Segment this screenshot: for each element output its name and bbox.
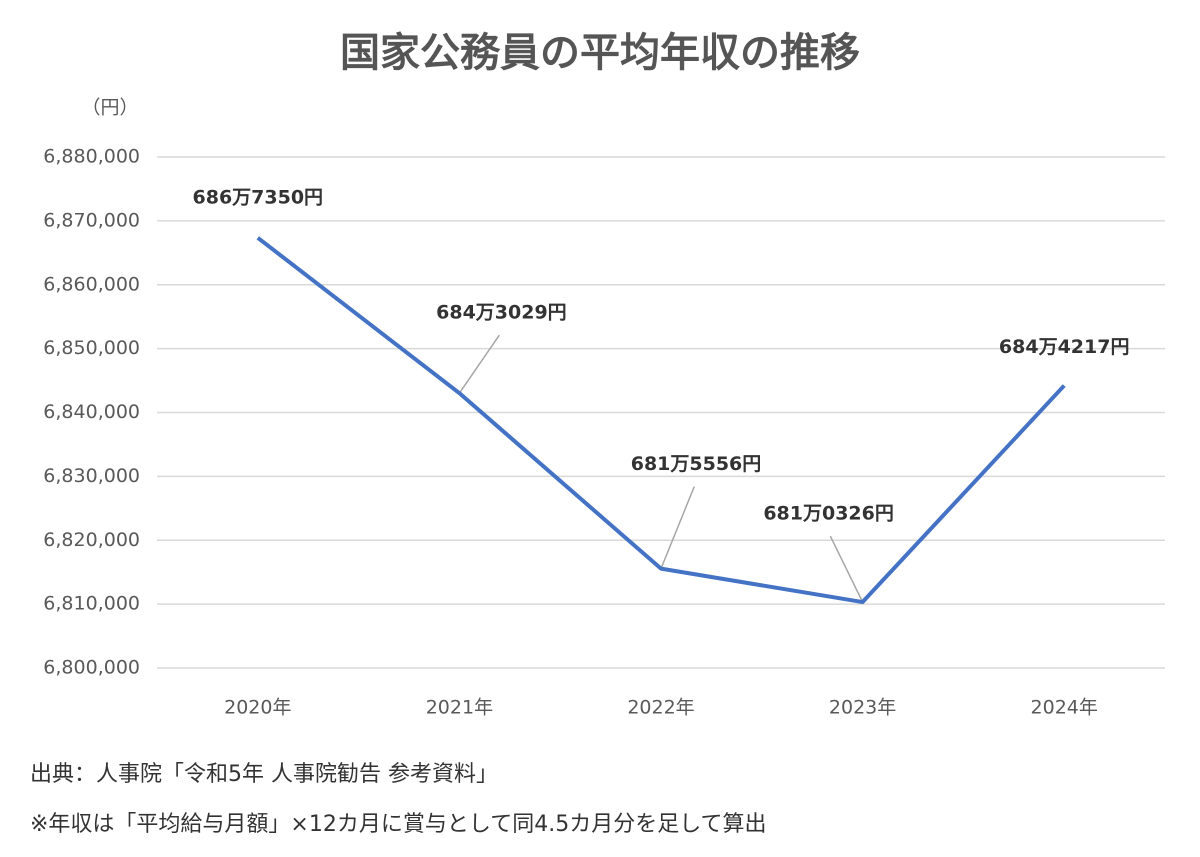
data-label: 681万0326円 — [763, 503, 894, 525]
data-label: 681万5556円 — [631, 453, 762, 475]
leader-line — [660, 486, 695, 569]
data-label: 686万7350円 — [193, 186, 324, 208]
data-line — [256, 236, 1066, 605]
data-label: 684万4217円 — [999, 336, 1130, 358]
data-label: 684万3029円 — [436, 302, 567, 324]
y-tick-label: 6,800,000 — [43, 657, 140, 679]
chart-title: 国家公務員の平均年収の推移 — [340, 30, 860, 76]
y-tick-label: 6,830,000 — [43, 465, 140, 487]
x-tick-label: 2022年 — [627, 697, 694, 719]
y-tick-label: 6,840,000 — [43, 401, 140, 423]
y-tick-label: 6,860,000 — [43, 273, 140, 295]
leader-line — [829, 535, 864, 603]
y-tick-label: 6,880,000 — [43, 146, 140, 168]
y-tick-label: 6,820,000 — [43, 529, 140, 551]
source-note: 出典：人事院「令和5年 人事院勧告 参考資料」 — [30, 762, 498, 787]
x-tick-label: 2023年 — [829, 697, 896, 719]
x-tick-label: 2024年 — [1031, 697, 1098, 719]
x-tick-label: 2021年 — [426, 697, 493, 719]
y-axis-label: （円） — [81, 97, 138, 119]
x-tick-label: 2020年 — [224, 697, 291, 719]
y-tick-label: 6,810,000 — [43, 593, 140, 615]
leader-line — [458, 334, 500, 394]
y-tick-label: 6,850,000 — [43, 337, 140, 359]
method-note: ※年収は「平均給与月額」×12カ月に賞与として同4.5カ月分を足して算出 — [30, 812, 767, 837]
y-tick-label: 6,870,000 — [43, 209, 140, 231]
